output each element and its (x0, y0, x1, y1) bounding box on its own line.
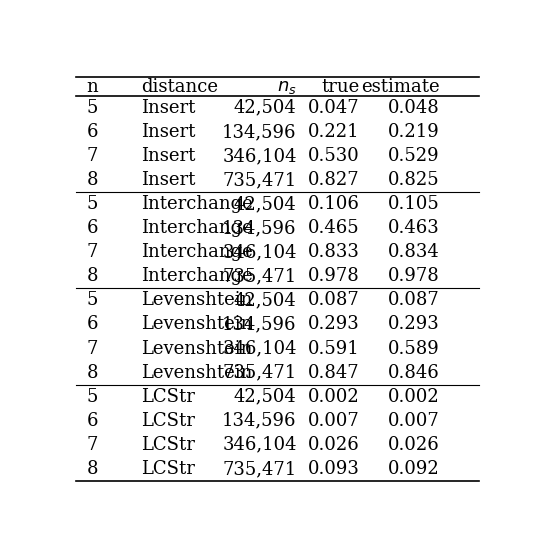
Text: Insert: Insert (141, 123, 196, 141)
Text: 6: 6 (87, 123, 98, 141)
Text: 8: 8 (87, 171, 98, 189)
Text: 0.007: 0.007 (388, 412, 440, 430)
Text: 134,596: 134,596 (222, 316, 296, 334)
Text: 0.529: 0.529 (388, 147, 440, 165)
Text: 0.087: 0.087 (388, 292, 440, 310)
Text: 0.105: 0.105 (388, 195, 440, 213)
Text: true: true (321, 78, 360, 96)
Text: 735,471: 735,471 (222, 268, 296, 286)
Text: Levenshtein: Levenshtein (141, 364, 253, 382)
Text: Interchange: Interchange (141, 243, 253, 261)
Text: 42,504: 42,504 (234, 292, 296, 310)
Text: 0.978: 0.978 (388, 268, 440, 286)
Text: 0.978: 0.978 (308, 268, 360, 286)
Text: estimate: estimate (361, 78, 440, 96)
Text: 0.827: 0.827 (308, 171, 360, 189)
Text: 7: 7 (87, 147, 98, 165)
Text: 0.002: 0.002 (308, 388, 360, 406)
Text: 346,104: 346,104 (222, 436, 296, 454)
Text: 0.221: 0.221 (308, 123, 360, 141)
Text: 6: 6 (87, 219, 98, 237)
Text: 0.847: 0.847 (308, 364, 360, 382)
Text: 0.026: 0.026 (388, 436, 440, 454)
Text: 0.106: 0.106 (308, 195, 360, 213)
Text: 7: 7 (87, 243, 98, 261)
Text: 0.846: 0.846 (388, 364, 440, 382)
Text: 346,104: 346,104 (222, 147, 296, 165)
Text: 7: 7 (87, 436, 98, 454)
Text: 134,596: 134,596 (222, 412, 296, 430)
Text: Insert: Insert (141, 99, 196, 117)
Text: 134,596: 134,596 (222, 123, 296, 141)
Text: 0.093: 0.093 (308, 460, 360, 478)
Text: Interchange: Interchange (141, 268, 253, 286)
Text: 5: 5 (87, 388, 98, 406)
Text: 0.007: 0.007 (308, 412, 360, 430)
Text: 0.833: 0.833 (308, 243, 360, 261)
Text: Insert: Insert (141, 147, 196, 165)
Text: 6: 6 (87, 412, 98, 430)
Text: Levenshtein: Levenshtein (141, 340, 253, 358)
Text: $n_s$: $n_s$ (277, 78, 296, 96)
Text: Insert: Insert (141, 171, 196, 189)
Text: 0.530: 0.530 (308, 147, 360, 165)
Text: Levenshtein: Levenshtein (141, 292, 253, 310)
Text: 346,104: 346,104 (222, 340, 296, 358)
Text: 7: 7 (87, 340, 98, 358)
Text: 735,471: 735,471 (222, 460, 296, 478)
Text: 735,471: 735,471 (222, 171, 296, 189)
Text: 0.219: 0.219 (388, 123, 440, 141)
Text: 134,596: 134,596 (222, 219, 296, 237)
Text: 42,504: 42,504 (234, 195, 296, 213)
Text: 42,504: 42,504 (234, 388, 296, 406)
Text: 8: 8 (87, 268, 98, 286)
Text: 0.092: 0.092 (388, 460, 440, 478)
Text: 8: 8 (87, 460, 98, 478)
Text: 5: 5 (87, 99, 98, 117)
Text: 0.589: 0.589 (388, 340, 440, 358)
Text: 42,504: 42,504 (234, 99, 296, 117)
Text: 8: 8 (87, 364, 98, 382)
Text: n: n (87, 78, 99, 96)
Text: 0.465: 0.465 (308, 219, 360, 237)
Text: 5: 5 (87, 292, 98, 310)
Text: 735,471: 735,471 (222, 364, 296, 382)
Text: 0.591: 0.591 (308, 340, 360, 358)
Text: 0.002: 0.002 (388, 388, 440, 406)
Text: distance: distance (141, 78, 218, 96)
Text: 0.825: 0.825 (388, 171, 440, 189)
Text: LCStr: LCStr (141, 460, 195, 478)
Text: 346,104: 346,104 (222, 243, 296, 261)
Text: 0.047: 0.047 (308, 99, 360, 117)
Text: LCStr: LCStr (141, 436, 195, 454)
Text: 5: 5 (87, 195, 98, 213)
Text: 6: 6 (87, 316, 98, 334)
Text: 0.048: 0.048 (388, 99, 440, 117)
Text: 0.293: 0.293 (388, 316, 440, 334)
Text: Interchange: Interchange (141, 195, 253, 213)
Text: Levenshtein: Levenshtein (141, 316, 253, 334)
Text: 0.293: 0.293 (308, 316, 360, 334)
Text: LCStr: LCStr (141, 412, 195, 430)
Text: 0.463: 0.463 (388, 219, 440, 237)
Text: 0.026: 0.026 (308, 436, 360, 454)
Text: 0.834: 0.834 (388, 243, 440, 261)
Text: Interchange: Interchange (141, 219, 253, 237)
Text: 0.087: 0.087 (308, 292, 360, 310)
Text: LCStr: LCStr (141, 388, 195, 406)
